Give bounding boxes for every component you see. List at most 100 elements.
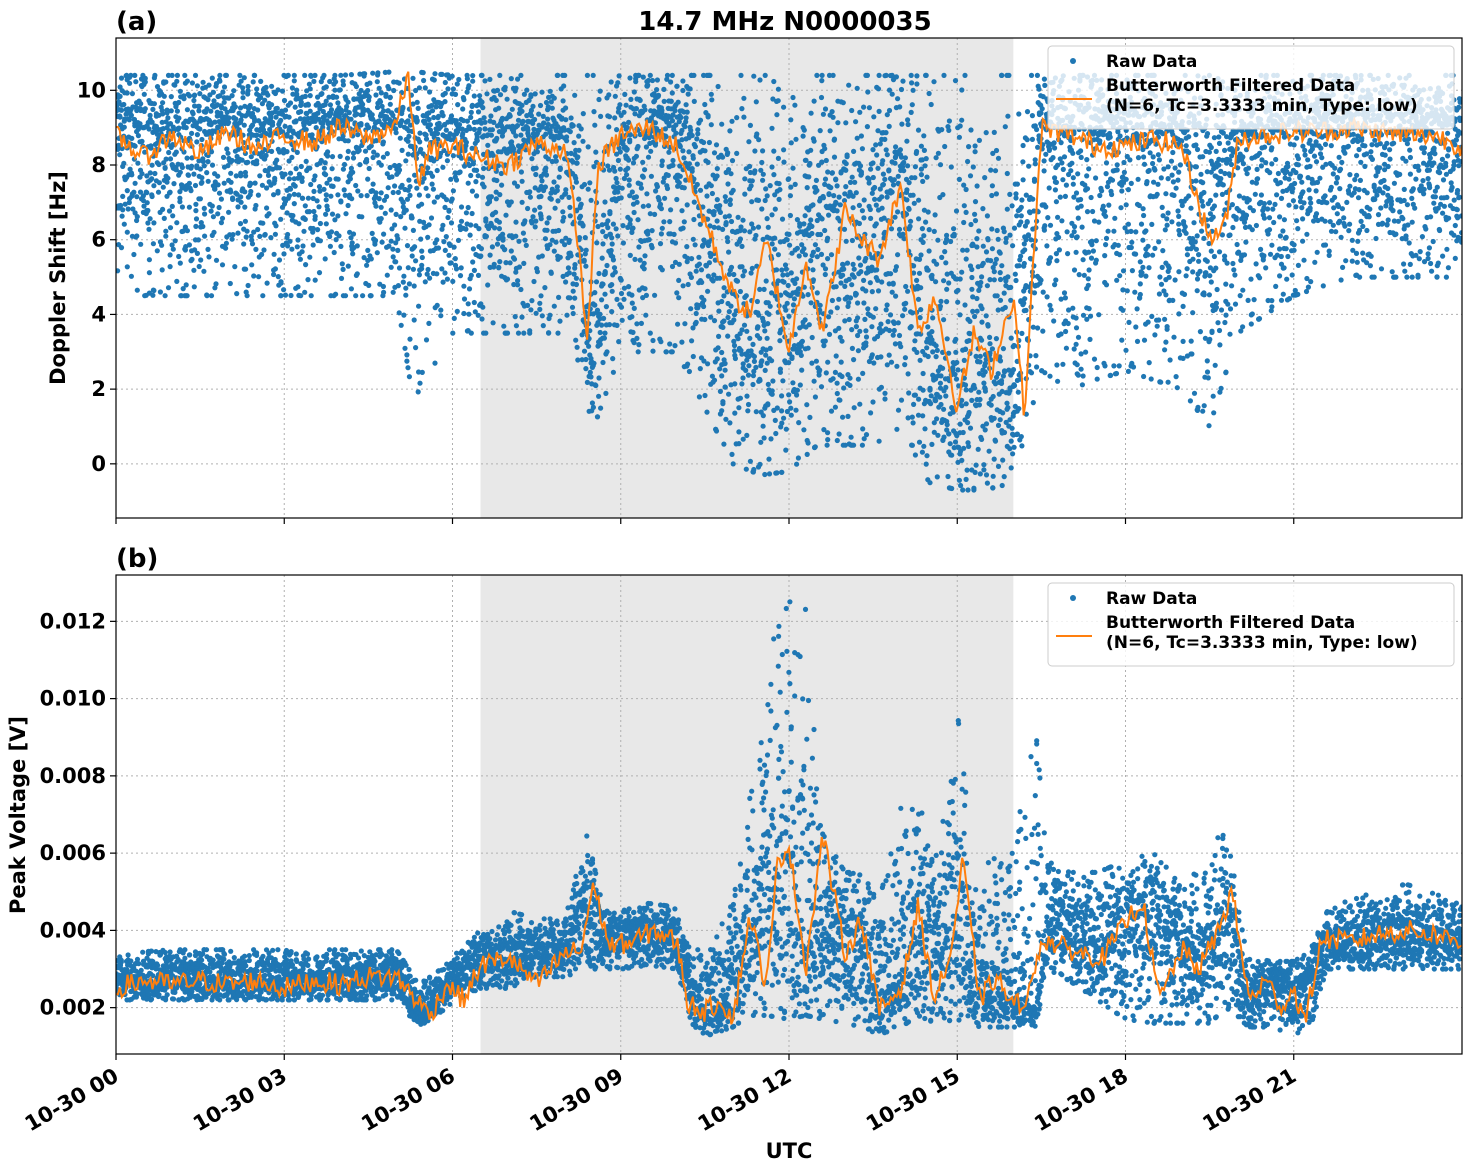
raw-data-point [941, 317, 947, 323]
raw-data-point [952, 371, 958, 377]
raw-data-point [903, 300, 909, 306]
raw-data-point [727, 201, 733, 207]
raw-data-point [882, 396, 888, 402]
raw-data-point [348, 235, 354, 241]
raw-data-point [162, 293, 168, 299]
raw-data-point [905, 117, 911, 123]
raw-data-point [924, 453, 930, 459]
raw-data-point [779, 408, 785, 414]
raw-data-point [888, 359, 895, 365]
raw-data-point [727, 128, 733, 134]
raw-data-point [389, 174, 395, 180]
raw-data-point [145, 207, 151, 214]
raw-data-point [640, 74, 646, 80]
raw-data-point [745, 372, 752, 378]
raw-data-point [786, 176, 792, 182]
raw-data-point [271, 271, 277, 278]
raw-data-point [184, 228, 190, 234]
raw-data-point [252, 118, 258, 124]
raw-data-point [521, 330, 527, 336]
raw-data-point [311, 188, 317, 194]
raw-data-point [1040, 289, 1046, 295]
raw-data-point [953, 336, 959, 342]
raw-data-point [908, 72, 914, 78]
raw-data-point [260, 293, 266, 299]
raw-data-point [422, 85, 428, 91]
raw-data-point [378, 204, 384, 210]
raw-data-point [937, 394, 943, 400]
raw-data-point [898, 397, 905, 403]
raw-data-point [119, 145, 125, 152]
raw-data-point [665, 172, 671, 178]
raw-data-point [151, 183, 157, 189]
raw-data-point [750, 225, 757, 231]
raw-data-point [642, 167, 648, 173]
raw-data-point [443, 234, 449, 240]
raw-data-point [206, 82, 212, 88]
raw-data-point [802, 252, 809, 258]
raw-data-point [898, 344, 904, 350]
raw-data-point [697, 366, 703, 372]
raw-data-point [961, 219, 967, 226]
raw-data-point [578, 126, 584, 132]
raw-data-point [186, 204, 192, 210]
raw-data-point [747, 163, 753, 169]
raw-data-point [925, 353, 931, 360]
raw-data-point [169, 72, 175, 78]
raw-data-point [1043, 151, 1049, 157]
raw-data-point [673, 130, 679, 136]
raw-data-point [131, 251, 137, 258]
raw-data-point [170, 246, 176, 252]
raw-data-point [751, 358, 758, 364]
raw-data-point [622, 91, 628, 97]
raw-data-point [988, 258, 994, 264]
raw-data-point [172, 82, 178, 88]
raw-data-point [198, 220, 204, 226]
raw-data-point [220, 154, 227, 160]
raw-data-point [990, 473, 996, 479]
raw-data-point [704, 193, 710, 199]
raw-data-point [998, 378, 1005, 384]
raw-data-point [529, 156, 535, 162]
raw-data-point [416, 192, 422, 198]
raw-data-point [909, 442, 916, 448]
raw-data-point [918, 172, 925, 178]
raw-data-point [467, 232, 473, 238]
raw-data-point [508, 248, 514, 254]
raw-data-point [626, 284, 632, 290]
raw-data-point [174, 108, 180, 114]
raw-data-point [342, 72, 349, 78]
raw-data-point [764, 335, 770, 341]
raw-data-point [561, 83, 567, 89]
raw-data-point [676, 261, 682, 267]
raw-data-point [893, 264, 900, 270]
raw-data-point [843, 167, 849, 173]
raw-data-point [217, 78, 223, 84]
raw-data-point [631, 89, 637, 95]
raw-data-point [494, 87, 501, 93]
raw-data-point [154, 248, 160, 254]
raw-data-point [334, 94, 340, 100]
raw-data-point [137, 189, 144, 195]
raw-data-point [916, 197, 922, 203]
raw-data-point [450, 86, 456, 92]
raw-data-point [1041, 227, 1047, 233]
raw-data-point [596, 270, 602, 277]
raw-data-point [603, 304, 610, 310]
raw-data-point [431, 114, 437, 121]
raw-data-point [286, 193, 292, 199]
raw-data-point [592, 302, 598, 308]
raw-data-point [528, 92, 534, 98]
raw-data-point [382, 210, 388, 216]
raw-data-point [1021, 260, 1027, 267]
raw-data-point [271, 251, 277, 257]
raw-data-point [286, 114, 292, 120]
raw-data-point [446, 252, 452, 258]
raw-data-point [884, 152, 890, 158]
raw-data-point [189, 130, 195, 136]
raw-data-point [390, 112, 396, 118]
raw-data-point [790, 165, 796, 171]
raw-data-point [421, 219, 427, 225]
raw-data-point [721, 285, 727, 291]
raw-data-point [358, 193, 364, 199]
